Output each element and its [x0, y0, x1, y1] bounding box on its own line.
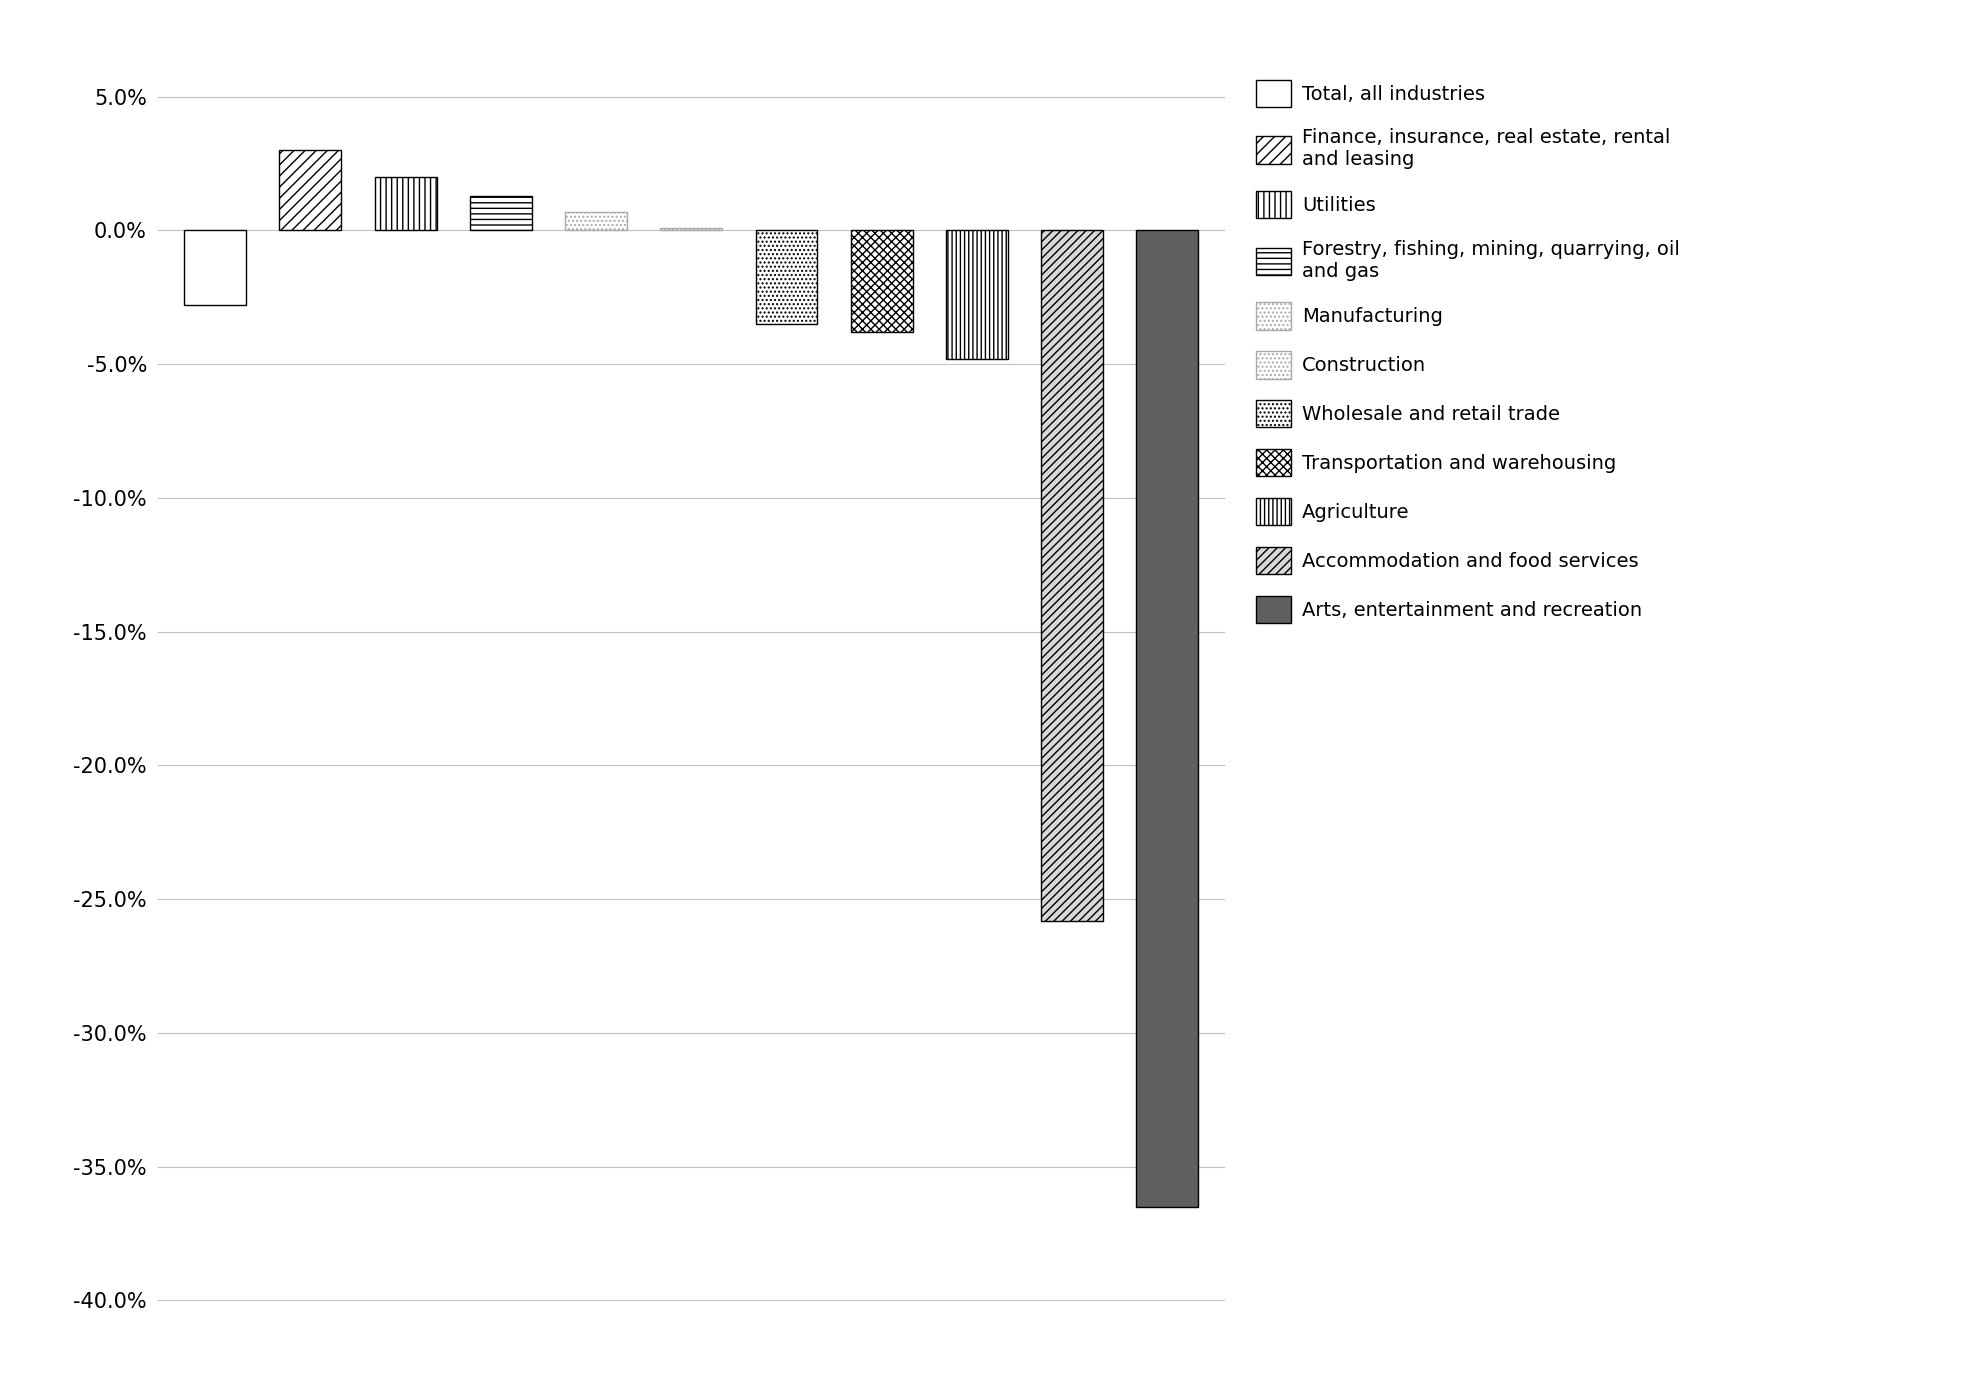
Bar: [851, 231, 912, 332]
Bar: [470, 196, 531, 231]
Bar: [375, 177, 436, 231]
Bar: [278, 149, 342, 231]
Bar: [184, 231, 247, 306]
Bar: [1136, 231, 1199, 1207]
Bar: [660, 228, 723, 231]
Legend: Total, all industries, Finance, insurance, real estate, rental
and leasing, Util: Total, all industries, Finance, insuranc…: [1256, 80, 1681, 623]
Bar: [565, 211, 626, 231]
Bar: [946, 231, 1007, 359]
Bar: [756, 231, 818, 324]
Bar: [1041, 231, 1104, 921]
